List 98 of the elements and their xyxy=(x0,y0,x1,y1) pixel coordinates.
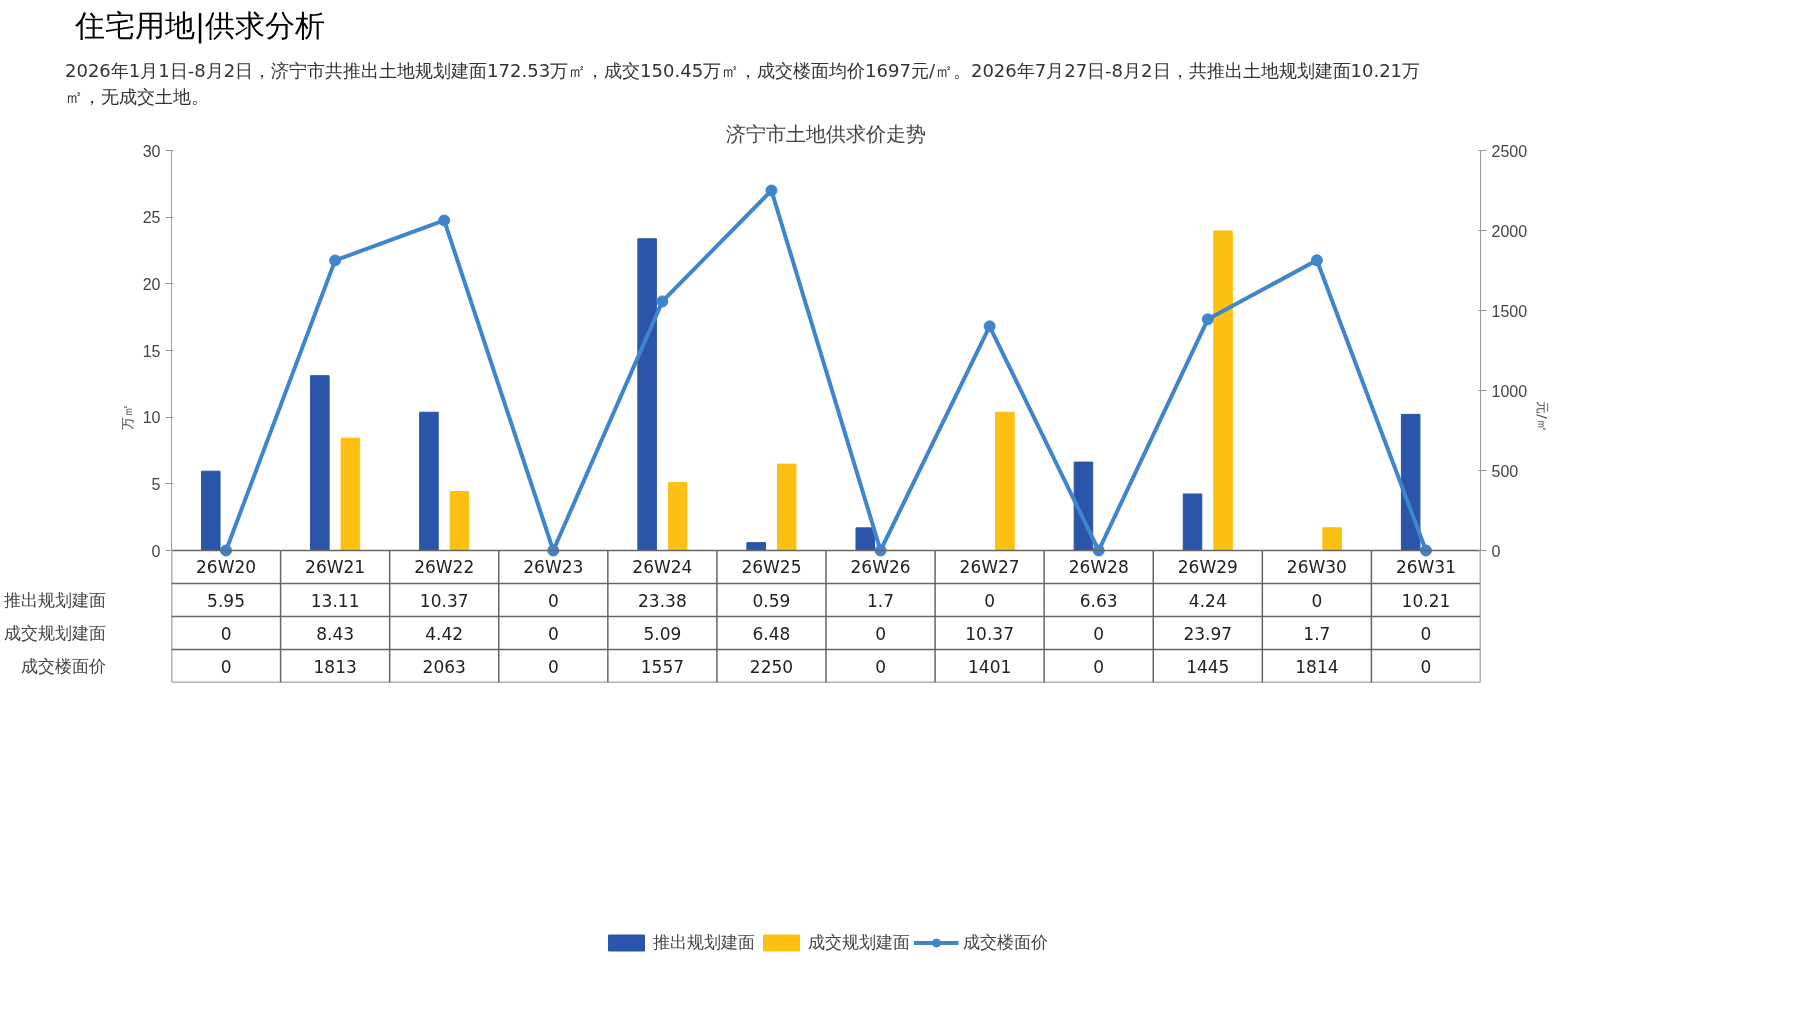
x-tick-label: 26W21 xyxy=(305,557,366,578)
text: 成交楼面价 xyxy=(20,656,106,677)
data-label: 6.63 xyxy=(1079,590,1118,611)
y-axis-title: 万㎡ xyxy=(119,403,135,430)
data-label: 1814 xyxy=(1295,656,1339,677)
y2-tick-label: 500 xyxy=(1491,462,1519,480)
bar xyxy=(201,470,221,552)
bar xyxy=(995,411,1015,552)
legend-label: 推出规划建面 xyxy=(653,930,755,954)
point xyxy=(438,214,451,227)
bar xyxy=(310,375,330,552)
data-label: 1.7 xyxy=(1303,623,1331,644)
data-label: 13.11 xyxy=(310,590,360,611)
y2-tick-label: 0 xyxy=(1491,542,1501,560)
legend-label: 成交规划建面 xyxy=(808,930,910,954)
bar xyxy=(667,482,688,552)
point xyxy=(220,544,233,557)
text: 2026年1月1日-8月2日，济宁市共推出土地规划建面172.53万㎡，成交150.45万㎡，成交楼面均价1697元/㎡。2026年7月27日-8月2日，共推出土地规划建面10.21万㎡，无成交土地。 xyxy=(65,58,1422,109)
data-label: 0 xyxy=(547,623,559,644)
y-tick-label: 0 xyxy=(151,542,161,560)
data-label: 0 xyxy=(875,656,886,677)
data-label: 10.37 xyxy=(419,590,469,611)
bar xyxy=(1322,527,1342,552)
x-tick-label: 26W23 xyxy=(523,557,584,578)
point xyxy=(1419,544,1432,557)
data-label: 0 xyxy=(1311,590,1323,611)
y2-axis-title: 元/㎡ xyxy=(1535,401,1551,432)
data-label: 0 xyxy=(1420,656,1432,677)
data-label: 1401 xyxy=(967,656,1012,677)
point xyxy=(765,184,778,197)
y2-tick-label: 1500 xyxy=(1491,302,1528,320)
data-label: 23.97 xyxy=(1183,623,1233,644)
data-label: 0 xyxy=(875,623,886,644)
chart-title: 济宁市土地供求价走势 xyxy=(726,121,926,146)
data-label: 5.95 xyxy=(207,590,245,611)
y-tick-label: 5 xyxy=(151,476,161,494)
data-label: 0 xyxy=(984,590,996,611)
text: 成交规划建面 xyxy=(3,623,106,644)
y-tick-label: 30 xyxy=(142,142,161,160)
data-label: 1813 xyxy=(313,656,357,677)
data-label: 1445 xyxy=(1186,656,1230,677)
data-label: 2063 xyxy=(422,656,466,677)
data-label: 2250 xyxy=(749,656,794,677)
x-tick-label: 26W29 xyxy=(1177,557,1238,578)
data-label: 10.37 xyxy=(965,623,1014,644)
y-tick-label: 20 xyxy=(142,276,161,294)
bar xyxy=(855,527,876,552)
bar xyxy=(449,491,470,552)
x-tick-label: 26W24 xyxy=(632,557,693,578)
data-label: 0 xyxy=(547,590,559,611)
point xyxy=(1310,254,1323,267)
data-label: 1557 xyxy=(640,656,685,677)
data-label: 0 xyxy=(220,623,232,644)
x-tick-label: 26W30 xyxy=(1286,557,1347,578)
data-label: 1.7 xyxy=(867,590,895,611)
x-tick-label: 26W31 xyxy=(1395,557,1456,578)
x-tick-label: 26W27 xyxy=(959,557,1020,578)
bar xyxy=(746,542,766,552)
y-tick-label: 25 xyxy=(142,209,161,227)
point xyxy=(329,254,342,267)
x-tick-label: 26W28 xyxy=(1068,557,1129,578)
data-label: 8.43 xyxy=(316,623,355,644)
data-label: 0.59 xyxy=(752,590,791,611)
bar xyxy=(419,411,439,552)
bar xyxy=(1213,230,1233,552)
legend-label: 成交楼面价 xyxy=(963,930,1048,954)
data-label: 23.38 xyxy=(638,590,687,611)
y2-tick-label: 1000 xyxy=(1491,382,1528,400)
bar xyxy=(1400,414,1421,552)
data-label: 0 xyxy=(1093,656,1105,677)
x-tick-label: 26W26 xyxy=(850,557,911,578)
x-tick-label: 26W22 xyxy=(414,557,475,578)
data-label: 0 xyxy=(547,656,559,677)
text: 推出规划建面 xyxy=(3,590,106,611)
point xyxy=(983,320,996,333)
point xyxy=(656,295,669,308)
point xyxy=(1201,313,1214,326)
y2-tick-label: 2500 xyxy=(1491,142,1528,160)
bar xyxy=(637,238,657,552)
data-label: 4.42 xyxy=(425,623,464,644)
data-label: 0 xyxy=(1420,623,1432,644)
y-tick-label: 15 xyxy=(142,342,161,360)
data-label: 0 xyxy=(220,656,232,677)
x-tick-label: 26W20 xyxy=(196,557,257,578)
bar xyxy=(1182,493,1203,552)
bar xyxy=(776,463,797,552)
point xyxy=(547,544,560,557)
data-label: 10.21 xyxy=(1401,590,1451,611)
x-tick-label: 26W25 xyxy=(741,557,802,578)
data-label: 4.24 xyxy=(1188,590,1227,611)
data-label: 0 xyxy=(1093,623,1105,644)
y2-tick-label: 2000 xyxy=(1491,222,1528,240)
data-label: 5.09 xyxy=(643,623,682,644)
bar xyxy=(340,437,361,552)
data-label: 6.48 xyxy=(752,623,791,644)
y-tick-label: 10 xyxy=(142,409,161,427)
text: 住宅用地|供求分析 xyxy=(75,7,326,46)
point xyxy=(1092,544,1105,557)
